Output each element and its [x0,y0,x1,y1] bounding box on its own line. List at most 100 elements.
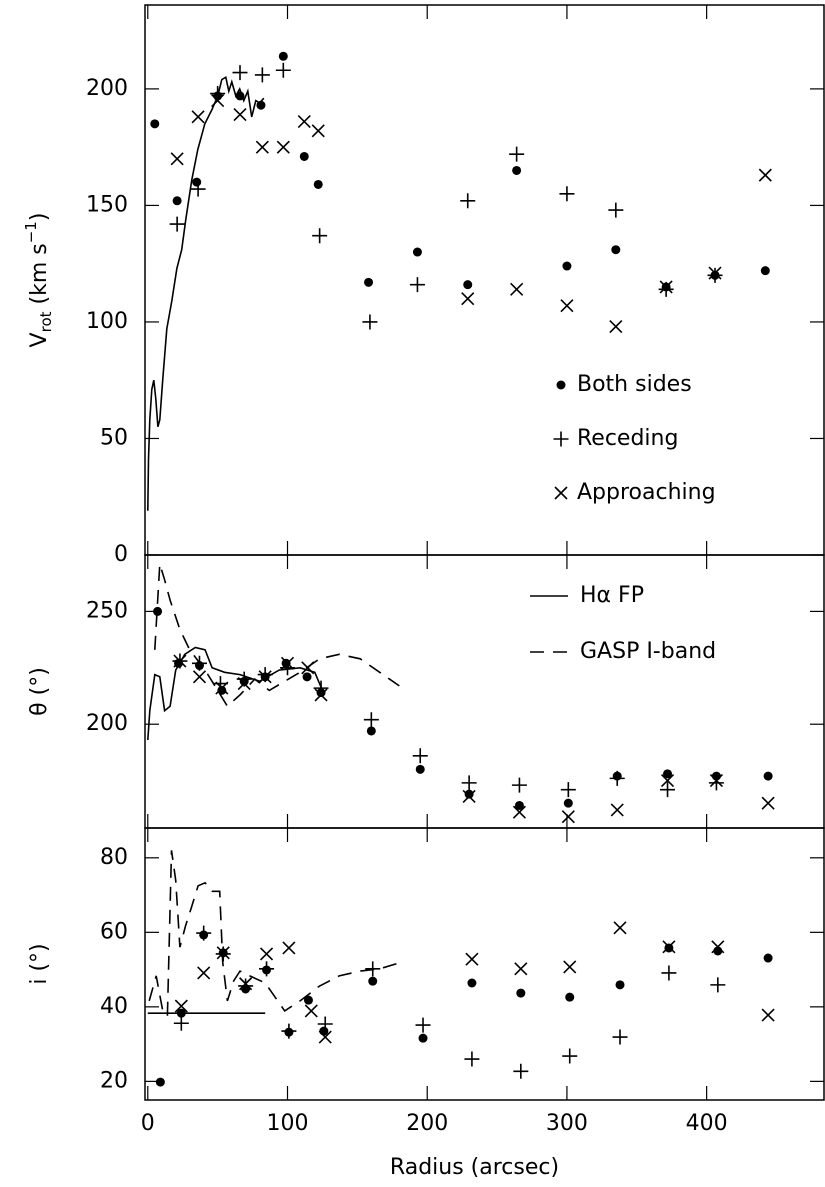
point [418,1033,428,1043]
point [318,1030,332,1044]
y-tick-label: 200 [86,76,128,101]
point [561,810,575,824]
y-axis-label-part: (km s [27,243,52,311]
point [660,782,676,798]
point [259,947,274,961]
point [609,320,623,334]
y-tick-label: 20 [100,1068,128,1093]
point [254,67,270,83]
point [366,726,376,736]
x-tick-label: 200 [406,1111,448,1136]
point [565,992,575,1002]
point [217,685,227,695]
point [238,978,254,994]
y-axis-label-part: V [27,332,52,347]
point [513,1063,529,1079]
point [763,953,773,963]
point [660,774,675,788]
point [412,247,422,257]
panel-frame [144,554,825,829]
point [415,1017,431,1033]
point [311,124,325,138]
point [761,1008,775,1022]
point [409,277,425,293]
point [512,805,526,819]
point [172,196,182,206]
legend-swatch [556,380,566,390]
point [197,966,211,980]
point [153,606,163,616]
point [661,965,677,981]
point [215,681,229,695]
legend-label: GASP I-band [580,639,716,664]
y-tick-label: 250 [86,598,128,623]
point [461,775,477,791]
point [170,152,184,166]
point [304,1004,318,1018]
point [708,775,724,791]
point [255,140,269,154]
point [281,1023,297,1039]
point [363,712,379,728]
legend-label: Both sides [577,372,692,397]
y-tick-label: 60 [100,919,128,944]
point [464,1051,480,1067]
point [362,314,378,330]
point [514,962,528,976]
legend-label: Receding [577,426,678,451]
line-series [154,563,400,708]
point [155,1077,165,1087]
point [760,266,770,276]
point [297,114,311,129]
y-axis-label-part: rot [37,311,55,332]
point [237,677,251,691]
point [461,292,475,306]
y-axis-label-part: −1 [22,221,40,243]
point [563,960,577,974]
line-series [147,646,324,741]
point [708,266,722,280]
point [562,261,572,271]
y-tick-label: 100 [86,309,128,334]
x-tick-label: 400 [686,1111,728,1136]
point [150,119,160,129]
point [560,299,574,313]
point [463,280,473,290]
point [610,803,624,817]
y-tick-label: 40 [100,994,128,1019]
line-series [147,75,265,511]
point [232,65,248,81]
y-tick-label: 200 [86,711,128,736]
point [317,1016,333,1032]
point [465,952,479,966]
point [462,789,476,803]
point [560,782,576,798]
x-tick-label: 300 [546,1111,588,1136]
y-tick-label: 50 [100,425,128,450]
point [313,179,323,189]
point [510,282,524,296]
point [763,771,773,781]
point [196,925,212,941]
point [613,921,627,935]
point [609,770,625,786]
point [758,168,772,182]
point [460,193,476,209]
point [611,245,621,255]
point [190,181,206,197]
point [282,941,296,955]
point [192,177,202,187]
point [299,151,309,161]
point [711,940,725,954]
point [710,977,726,993]
legend-swatch [553,431,569,447]
point [280,656,295,670]
point [612,1029,628,1045]
y-axis-label: i (°) [27,943,52,984]
point [563,798,573,808]
point [608,202,624,218]
point [467,978,477,988]
point [659,280,673,294]
x-tick-label: 100 [267,1111,309,1136]
